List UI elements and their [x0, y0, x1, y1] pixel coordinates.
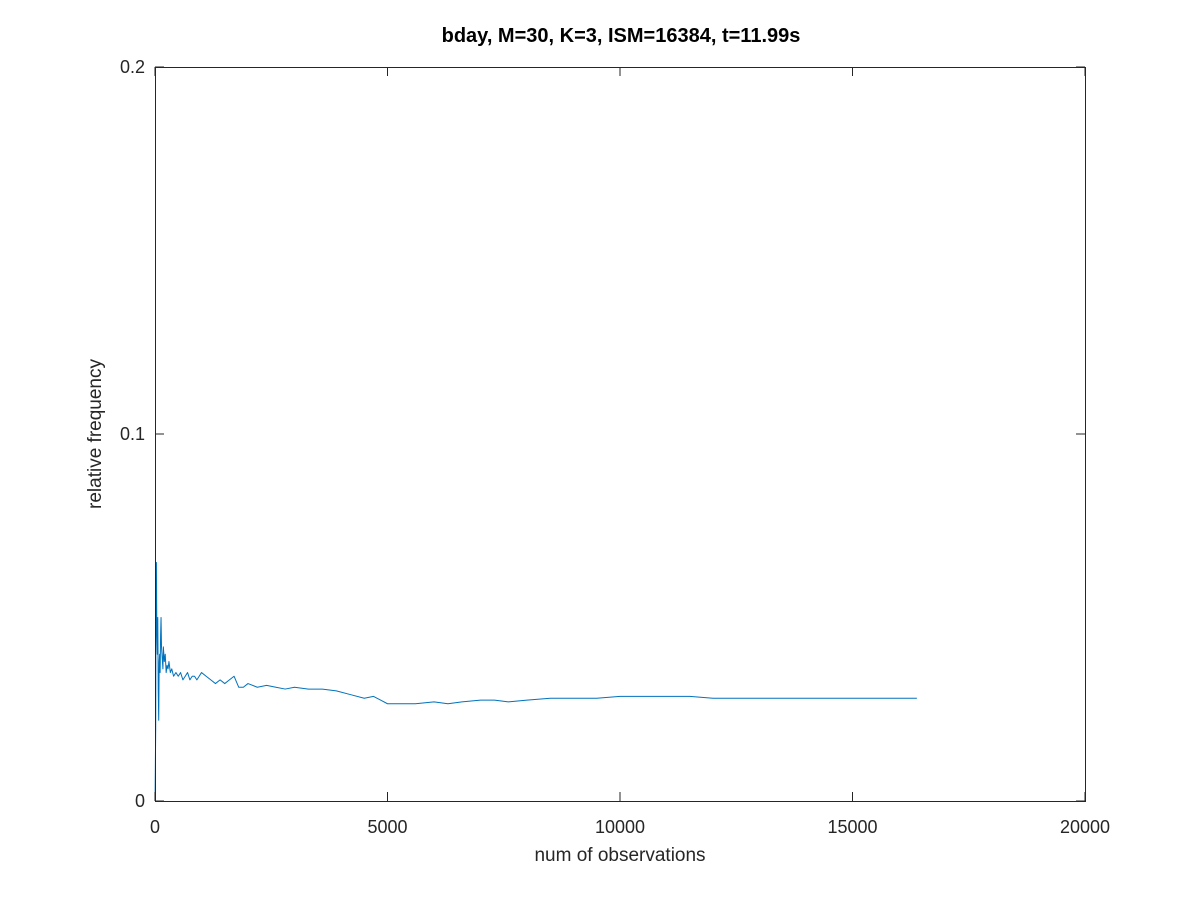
- y-tick-label: 0.1: [120, 424, 145, 444]
- x-tick-label: 5000: [367, 817, 407, 837]
- x-axis-ticks: 0 5000 10000 15000 20000: [150, 67, 1110, 837]
- x-axis-label: num of observations: [534, 845, 705, 866]
- plot-area: [155, 67, 1085, 801]
- y-tick-label: 0.2: [120, 57, 145, 77]
- x-tick-label: 20000: [1060, 817, 1110, 837]
- x-tick-label: 0: [150, 817, 160, 837]
- chart-title: bday, M=30, K=3, ISM=16384, t=11.99s: [442, 25, 801, 47]
- x-tick-label: 10000: [595, 817, 645, 837]
- y-tick-label: 0: [135, 791, 145, 811]
- x-tick-label: 15000: [827, 817, 877, 837]
- series-line: [154, 561, 917, 802]
- series-layer: [154, 561, 917, 802]
- y-axis-label: relative frequency: [85, 359, 106, 509]
- y-axis-ticks: 0 0.1 0.2: [120, 57, 1085, 811]
